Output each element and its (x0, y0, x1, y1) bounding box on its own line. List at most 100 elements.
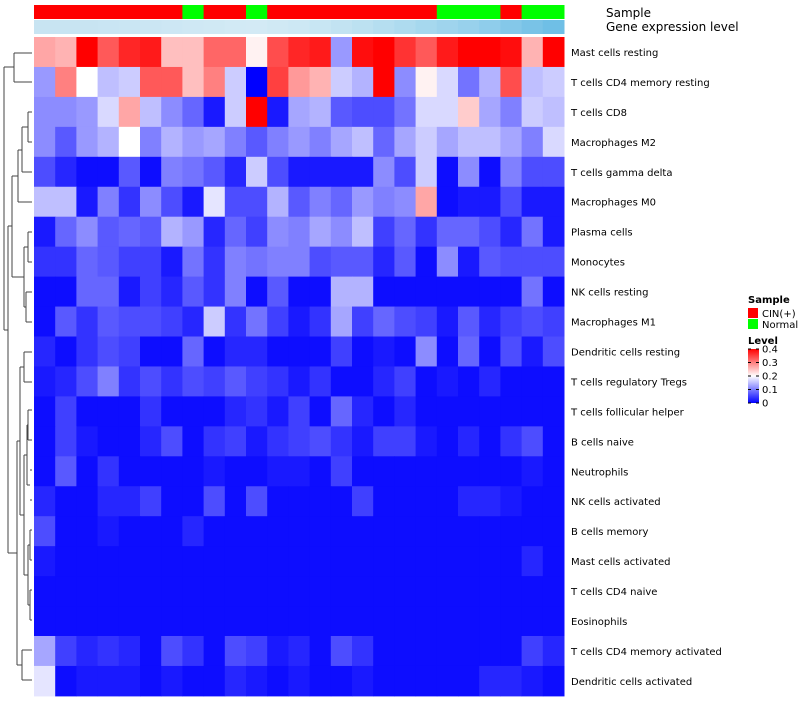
heatmap-cell (458, 216, 480, 248)
heatmap-cell (55, 366, 77, 397)
heatmap-cell (203, 156, 226, 188)
heatmap-cell (267, 576, 289, 607)
heatmap-cell (97, 486, 120, 517)
heatmap-cell (436, 665, 459, 697)
heatmap-cell (55, 576, 77, 607)
heatmap-cell (521, 336, 544, 367)
heatmap-cell (76, 606, 99, 637)
heatmap-cell (352, 665, 374, 697)
heatmap-cell (521, 96, 544, 128)
row-label: T cells CD8 (570, 108, 627, 119)
heatmap-cell (97, 37, 120, 68)
heatmap-cell (224, 96, 247, 128)
legend-tick-label: 0.4 (762, 345, 778, 356)
heatmap-cell (479, 126, 501, 158)
heatmap-cell (246, 96, 268, 128)
heatmap-cell (542, 96, 565, 128)
heatmap-cell (203, 396, 226, 427)
heatmap-cell (521, 216, 544, 248)
heatmap-cell (373, 606, 395, 637)
heatmap-cell (76, 336, 99, 367)
heatmap-cell (182, 486, 205, 517)
heatmap-cell (500, 276, 523, 308)
sample-annotation-cell (479, 5, 501, 19)
heatmap-cell (140, 126, 162, 158)
heatmap-cell (373, 396, 395, 427)
heatmap-cell (352, 126, 374, 158)
heatmap-cell (309, 665, 332, 697)
heatmap-cell (309, 366, 332, 397)
heatmap-cell (500, 96, 523, 128)
sample-annotation-cell (373, 5, 395, 19)
heatmap-cell (97, 276, 120, 308)
heatmap-cell (521, 576, 544, 607)
legend-label-normal: Normal (762, 320, 798, 331)
heatmap-cell (55, 186, 77, 218)
heatmap-cell (161, 306, 183, 337)
heatmap-cell (140, 96, 162, 128)
sample-annotation-cell (330, 5, 353, 19)
heatmap-cell (267, 306, 289, 337)
heatmap-cell (479, 456, 501, 487)
heatmap-cell (182, 66, 205, 98)
heatmap-cell (288, 486, 311, 517)
sample-annotation-cell (500, 5, 523, 19)
heatmap-cell (542, 636, 565, 667)
heatmap-cell (288, 546, 311, 577)
heatmap-cell (500, 516, 523, 547)
heatmap-cell (521, 366, 544, 397)
heatmap-cell (479, 37, 501, 68)
heatmap-cell (267, 96, 289, 128)
heatmap-cell (97, 336, 120, 367)
heatmap-cell (203, 37, 226, 68)
heatmap-cell (140, 516, 162, 547)
heatmap-cell (415, 306, 438, 337)
heatmap-cell (34, 576, 56, 607)
heatmap-cell (500, 636, 523, 667)
heatmap-cell (288, 336, 311, 367)
heatmap-cell (55, 396, 77, 427)
sample-annotation-cell (288, 5, 311, 19)
heatmap-cell (458, 336, 480, 367)
heatmap-cell (330, 246, 353, 278)
heatmap-cell (415, 396, 438, 427)
heatmap-cell (34, 366, 56, 397)
heatmap-cell (352, 396, 374, 427)
heatmap-cell (330, 606, 353, 637)
heatmap-cell (203, 576, 226, 607)
heatmap-cell (182, 126, 205, 158)
heatmap-cell (118, 156, 141, 188)
heatmap-cell (267, 366, 289, 397)
expression-annotation-cell (161, 20, 183, 34)
heatmap-cell (161, 66, 183, 98)
heatmap-cell (118, 126, 141, 158)
heatmap-cell (118, 96, 141, 128)
heatmap-cell (224, 486, 247, 517)
heatmap-cell (140, 606, 162, 637)
heatmap-cell (309, 636, 332, 667)
heatmap-cell (394, 126, 417, 158)
heatmap-cell (542, 426, 565, 457)
heatmap-cell (479, 336, 501, 367)
heatmap-cell (415, 96, 438, 128)
heatmap-cell (394, 606, 417, 637)
heatmap-cell (458, 546, 480, 577)
expression-annotation-cell (500, 20, 523, 34)
heatmap-cell (521, 276, 544, 308)
heatmap-cell (500, 216, 523, 248)
heatmap-cell (373, 276, 395, 308)
heatmap-cell (161, 37, 183, 68)
heatmap-cell (55, 665, 77, 697)
heatmap-cell (76, 456, 99, 487)
heatmap-cell (352, 37, 374, 68)
heatmap-cell (288, 426, 311, 457)
heatmap-cell (500, 456, 523, 487)
heatmap-cell (246, 576, 268, 607)
heatmap-cell (479, 276, 501, 308)
heatmap-cell (309, 276, 332, 308)
heatmap-cell (97, 665, 120, 697)
heatmap-cell (288, 156, 311, 188)
heatmap-cell (97, 366, 120, 397)
heatmap-cell (203, 126, 226, 158)
heatmap-cell (118, 306, 141, 337)
